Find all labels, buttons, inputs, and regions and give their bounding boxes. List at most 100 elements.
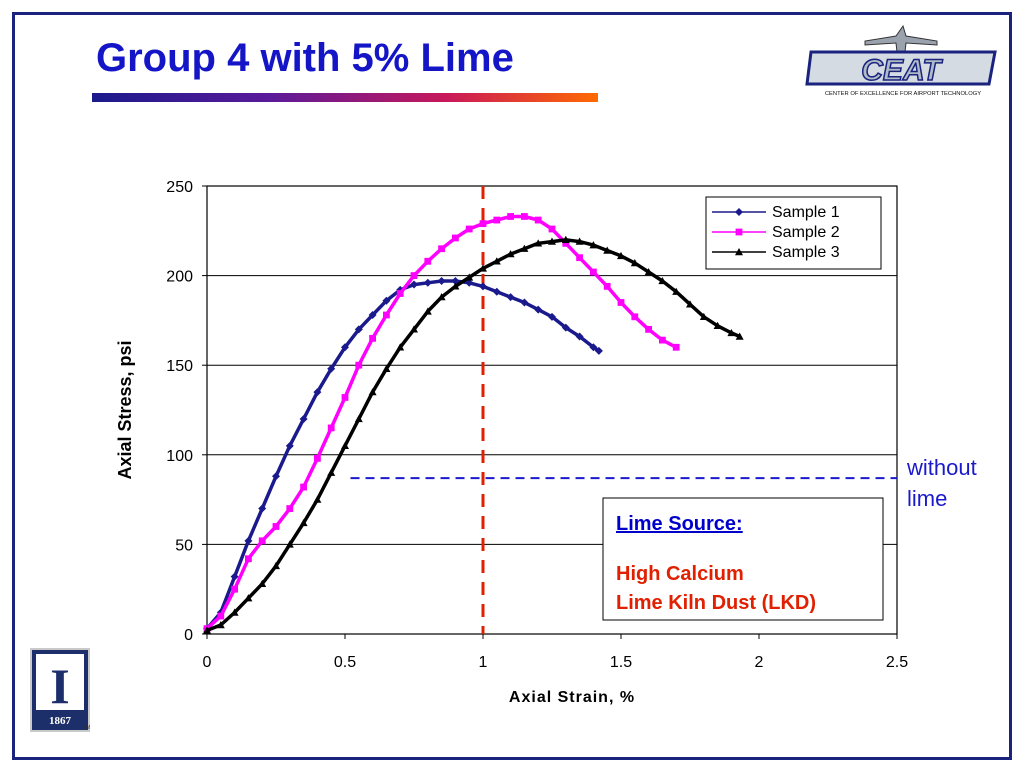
without-lime-label: without (906, 455, 977, 480)
sample-2-marker (383, 311, 390, 319)
ceat-logo: CEAT CENTER OF EXCELLENCE FOR AIRPORT TE… (805, 24, 997, 97)
sample-3-marker (244, 594, 253, 602)
university-seal: I 1867 (30, 648, 90, 732)
sample-2-marker (465, 225, 473, 233)
sample-3-marker (313, 495, 322, 503)
sample-2-marker (576, 254, 583, 262)
y-tick-label: 0 (184, 627, 193, 644)
sample-3-marker (216, 621, 225, 629)
sample-3-marker (520, 244, 529, 252)
without-lime-label: lime (907, 486, 947, 511)
sample-2-marker (286, 505, 294, 512)
sample-3-marker (437, 293, 446, 301)
lime-source-heading: Lime Source: (616, 513, 743, 535)
sample-3-marker (382, 364, 391, 372)
sample-3-marker (548, 237, 556, 245)
sample-3-marker (479, 264, 487, 272)
sample-2-marker (534, 216, 542, 224)
sample-1-marker (272, 472, 280, 481)
legend-label: Sample 3 (772, 244, 840, 261)
sample-2-marker (672, 343, 680, 351)
sample-1-marker (506, 293, 515, 302)
sample-1-marker (437, 276, 446, 285)
sample-3-marker (561, 235, 570, 243)
seal-year: 1867 (49, 715, 72, 727)
sample-1-marker (382, 296, 391, 305)
sample-2-marker (493, 216, 501, 224)
sample-1-marker (410, 280, 418, 289)
sample-3-marker (575, 237, 584, 245)
sample-3-marker (492, 257, 501, 265)
sample-3-marker (285, 540, 294, 548)
sample-2-marker (645, 325, 652, 333)
sample-2-marker (452, 234, 459, 242)
sample-3-marker (603, 246, 612, 254)
trademark: TM (83, 725, 91, 731)
y-axis-label: Axial Stress, psi (115, 340, 135, 479)
sample-2-marker (245, 555, 252, 563)
x-tick-label: 2.5 (886, 654, 908, 671)
sample-3-marker (272, 561, 280, 570)
sample-1-marker (594, 346, 603, 355)
sample-3-marker (672, 287, 681, 295)
sample-3-marker (423, 307, 432, 315)
x-axis-label: Axial Strain, % (509, 689, 635, 706)
sample-3-marker (230, 608, 239, 616)
sample-3-marker (735, 332, 744, 340)
sample-2-marker (396, 290, 404, 297)
y-tick-label: 50 (175, 537, 193, 554)
sample-3-marker (258, 579, 267, 588)
sample-2-marker (314, 454, 321, 462)
sample-1-marker (327, 364, 336, 373)
sample-1-marker (423, 278, 432, 287)
sample-3-marker (644, 268, 653, 276)
sample-3-marker (727, 328, 736, 337)
sample-1-marker (534, 305, 543, 314)
sample-2-marker (617, 299, 625, 306)
sample-1-marker (479, 282, 487, 291)
sample-2-marker (438, 245, 445, 253)
sample-3-marker (368, 388, 377, 396)
sample-3-marker (451, 282, 460, 290)
sample-1-marker (589, 343, 598, 352)
legend-swatch-marker (735, 248, 743, 256)
legend-label: Sample 1 (772, 204, 840, 221)
y-tick-label: 150 (166, 358, 193, 375)
legend-box (705, 196, 882, 270)
sample-3-marker (506, 250, 515, 258)
sample-3-marker (327, 468, 336, 476)
y-tick-label: 200 (166, 269, 193, 286)
sample-2-marker (631, 313, 639, 321)
sample-2-marker (410, 272, 418, 279)
sample-2-marker (521, 213, 528, 220)
sample-2-marker (355, 361, 363, 369)
sample-1-marker (230, 572, 239, 581)
y-tick-label: 100 (166, 448, 193, 465)
sample-1-marker (548, 312, 556, 321)
sample-3-marker (203, 626, 211, 634)
sample-1-marker (354, 325, 363, 334)
sample-1-marker (575, 332, 584, 341)
sample-2-marker (369, 334, 376, 342)
sample-2-marker (603, 282, 611, 290)
sample-3-marker (354, 414, 363, 423)
sample-1-marker (368, 311, 377, 320)
sample-3-marker (589, 241, 598, 249)
x-tick-label: 1 (479, 654, 488, 671)
sample-2-marker (562, 239, 570, 247)
sample-1-marker (313, 388, 322, 397)
lime-source-line: Lime Kiln Dust (LKD) (616, 592, 816, 614)
sample-2-marker (327, 424, 335, 432)
y-tick-label: 250 (166, 179, 193, 196)
sample-2-marker (479, 220, 487, 228)
sample-1-marker (451, 276, 460, 285)
sample-2-marker (659, 336, 666, 344)
sample-3-marker (465, 273, 474, 281)
sample-1-marker (244, 536, 253, 545)
sample-3-marker (410, 325, 418, 333)
sample-3-marker (686, 300, 694, 308)
lime-source-box (602, 497, 884, 621)
sample-2-marker (300, 483, 307, 491)
sample-3-line (206, 238, 741, 633)
